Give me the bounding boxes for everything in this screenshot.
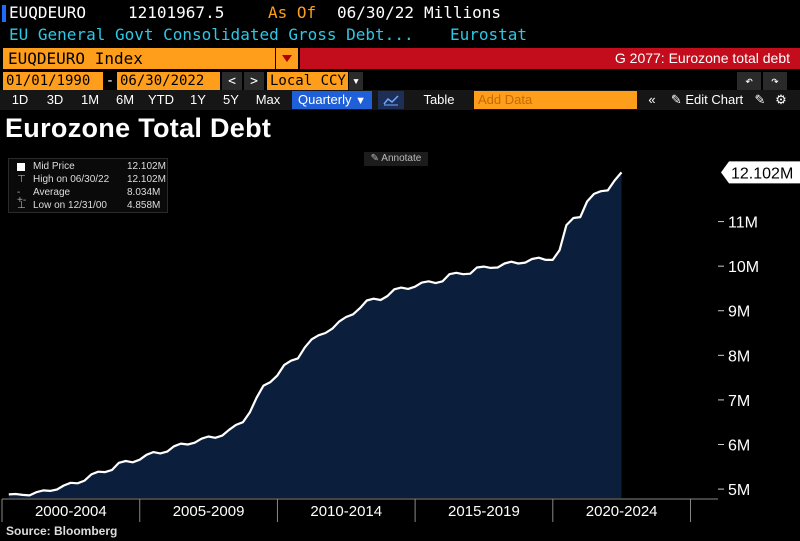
ticker-marker [2,5,6,22]
chevron-left-icon: < [228,74,236,89]
asof-date: 06/30/22 [337,3,415,22]
chart-type-button[interactable] [378,91,404,109]
asof-label: As Of [268,3,317,22]
legend-label: High on 06/30/22 [33,174,110,185]
edit-chart-button[interactable]: ✎ Edit Chart [666,91,748,109]
prev-period-button[interactable]: < [222,72,242,91]
frequency-label: Quarterly [298,92,352,107]
unit-label: Millions [424,3,502,22]
legend-label: Average [33,187,71,198]
range-ytd[interactable]: YTD [148,92,174,107]
legend-row-mid: Mid Price 12.102M [17,161,167,173]
checkbox-icon[interactable] [17,163,25,171]
range-1y[interactable]: 1Y [190,92,206,107]
legend-label: Mid Price [33,161,75,172]
legend-row-average: -+- Average 8.034M [17,187,167,206]
ticker-symbol[interactable]: EUQDEURO [9,3,87,22]
x-tick-label: 2005-2009 [173,503,245,520]
annotate-label: Annotate [381,153,422,164]
y-tick-label: 8M [728,348,750,365]
chart-title: Eurozone Total Debt [5,113,272,143]
add-data-input[interactable]: Add Data [474,91,637,109]
collapse-icon[interactable]: « [648,92,656,107]
chevron-down-icon: ▾ [352,74,360,89]
x-tick-label: 2010-2014 [310,503,382,520]
x-tick-label: 2020-2024 [586,503,658,520]
table-button[interactable]: Table [423,92,455,107]
pencil-icon: ✎ [670,92,682,107]
y-tick-label: 6M [728,437,750,454]
end-date-input[interactable]: 06/30/2022 [117,72,220,91]
chevron-down-icon: ▼ [355,95,366,107]
range-max[interactable]: Max [255,92,281,107]
description-row: EU General Govt Consolidated Gross Debt.… [0,24,800,46]
legend-value: 12.102M [127,174,166,185]
gear-icon[interactable]: ⚙ [775,92,787,107]
legend-value: 4.858M [127,200,161,211]
redo-button[interactable]: ↷ [763,72,787,91]
range-3d[interactable]: 3D [46,92,64,107]
currency-dropdown-button[interactable]: ▾ [349,72,363,91]
last-value-label: 12.102M [731,165,793,182]
legend-row-high: ⊤ High on 06/30/22 12.102M [17,174,167,186]
range-1m[interactable]: 1M [80,92,100,107]
range-1d[interactable]: 1D [11,92,29,107]
y-tick-label: 11M [728,215,758,232]
legend-value: 8.034M [127,187,161,198]
add-data-placeholder: Add Data [478,92,533,107]
legend-value: 12.102M [127,161,166,172]
redo-icon: ↷ [771,74,779,89]
line-chart-icon [383,95,399,106]
y-tick-label: 10M [728,259,759,276]
currency-select[interactable]: Local CCY [267,72,348,91]
date-separator: - [105,73,115,89]
frequency-select[interactable]: Quarterly ▼ [292,91,372,109]
pencil-icon: ✎ [370,153,382,164]
security-header: EUQDEURO 12101967.5 As Of 06/30/22 Milli… [0,2,800,24]
annotate-button[interactable]: ✎ Annotate [364,152,428,166]
area-fill [8,172,622,498]
series-line[interactable] [8,171,623,497]
undo-button[interactable]: ↶ [737,72,761,91]
edit-icon[interactable]: ✎ [754,92,766,107]
security-dropdown-button[interactable] [276,48,298,69]
data-source: Eurostat [450,25,528,44]
start-date-input[interactable]: 01/01/1990 [3,72,103,91]
low-marker-icon: ⊥ [17,200,26,211]
security-input[interactable]: EUQDEURO Index [3,48,275,69]
legend-label: Low on 12/31/00 [33,200,107,211]
y-tick-label: 5M [728,482,750,499]
last-value-marker [721,161,800,184]
y-tick-label: 9M [728,304,750,321]
x-tick-label: 2015-2019 [448,503,520,520]
legend-row-low: ⊥ Low on 12/31/00 4.858M [17,200,167,212]
next-period-button[interactable]: > [244,72,264,91]
last-value: 12101967.5 [128,3,225,22]
chevron-right-icon: > [250,74,258,89]
range-6m[interactable]: 6M [115,92,135,107]
y-tick-label: 7M [728,393,750,410]
undo-icon: ↶ [745,74,753,89]
range-5y[interactable]: 5Y [223,92,239,107]
source-footer: Source: Bloomberg [6,524,118,538]
function-title: G 2077: Eurozone total debt [300,48,800,69]
average-marker-icon: -+- [17,187,27,206]
chart-legend[interactable]: Mid Price 12.102M ⊤ High on 06/30/22 12.… [8,158,168,213]
edit-chart-label: Edit Chart [685,92,744,107]
debt-area-chart[interactable]: 5M 6M 7M 8M 9M 10M 11M 12.102M 2000-2004 2005-200… [0,148,800,524]
x-tick-label: 2000-2004 [35,503,107,520]
security-description[interactable]: EU General Govt Consolidated Gross Debt.… [9,25,414,44]
high-marker-icon: ⊤ [17,174,26,185]
